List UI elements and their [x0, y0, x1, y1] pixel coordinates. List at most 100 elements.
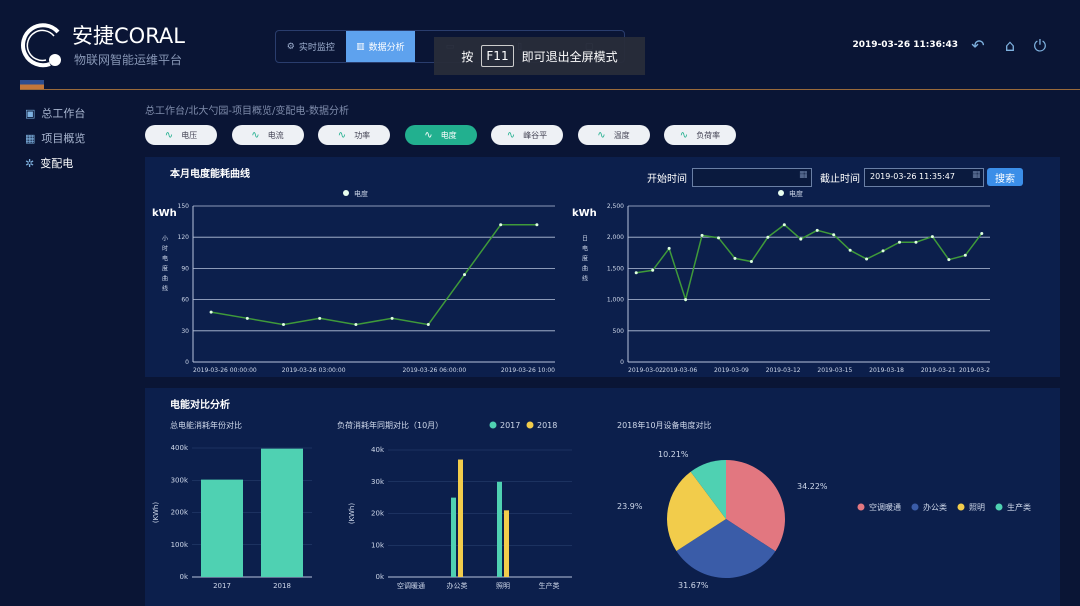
data-point [898, 240, 901, 244]
wave-icon: ∿ [337, 129, 347, 141]
y-tick-label: 0 [620, 359, 624, 366]
x-tick-label: 2019-03-06 [662, 367, 697, 374]
load-bar-chart: 负荷消耗年同期对比（10月） (KWh) 0k 10k 20k 30k 40k 空调暖通 办公类… [337, 420, 572, 590]
start-time-input[interactable] [692, 168, 812, 187]
x-tick-label: 2019-03-18 [869, 367, 904, 374]
y-tick-label: 30 [181, 328, 189, 335]
calendar-icon[interactable]: ▦ [972, 170, 981, 180]
logo-icon [21, 23, 61, 68]
breadcrumb: 总工作台/北大勺园-项目概览/变配电-数据分析 [145, 106, 349, 117]
bar-2018 [504, 510, 509, 577]
x-tick-label: 2019-03-21 [921, 367, 956, 374]
legend-label: 空调暖通 [869, 502, 901, 512]
wave-icon: ∿ [424, 129, 433, 141]
data-point [832, 233, 836, 237]
search-button[interactable]: 搜索 [987, 168, 1023, 186]
x-tick-label: 2019-03-02 [628, 367, 663, 374]
data-point [209, 310, 213, 314]
legend-marker [343, 190, 349, 196]
x-tick-label: 空调暖通 [397, 581, 425, 590]
data-point [499, 223, 503, 227]
legend-label: 2018 [537, 421, 557, 430]
fullscreen-toast: 按 F11 即可退出全屏模式 [434, 37, 645, 75]
tab-4[interactable]: ∿ 峰谷平 [491, 125, 563, 145]
sidebar-item-power[interactable]: ✲ 变配电 [25, 156, 74, 171]
sidebar-item-overview[interactable]: ▦ 项目概览 [25, 131, 86, 146]
bar-2017 [451, 497, 456, 577]
chart-title: 负荷消耗年同期对比（10月） [337, 420, 443, 430]
legend-marker [526, 421, 534, 429]
tower-icon: ✲ [25, 156, 35, 170]
home-icon[interactable]: ⌂ [1004, 36, 1016, 55]
gear-icon: ⚙ [286, 41, 295, 52]
y-tick-label: 60 [181, 297, 189, 304]
legend-marker [489, 421, 497, 429]
legend-marker [995, 503, 1003, 511]
data-point [634, 271, 638, 275]
wave-icon: ∿ [251, 129, 260, 141]
unit-label: kWh [152, 208, 177, 219]
data-point [733, 256, 737, 260]
y-tick-label: 20k [371, 510, 385, 518]
y-tick-label: 100k [171, 541, 189, 549]
panel-title: 电能对比分析 [170, 400, 230, 411]
x-tick-label: 生产类 [539, 581, 560, 590]
sidebar-item-workbench[interactable]: ▣ 总工作台 [25, 106, 86, 121]
datetime: 2019-03-26 11:36:43 [852, 40, 958, 50]
app-subtitle: 物联网智能运维平台 [74, 53, 183, 67]
header-accent [20, 80, 44, 89]
energy-curve-panel [145, 157, 1060, 377]
x-tick-label: 2019-03-09 [714, 367, 749, 374]
data-point [245, 316, 249, 320]
pie-slice [726, 460, 785, 552]
slice-label: 10.21% [658, 450, 689, 459]
tab-0[interactable]: ∿ 电压 [145, 125, 217, 145]
y-tick-label: 2,500 [607, 203, 624, 210]
hourly-energy-chart: kWh 小时电度曲线 电度 0 30 60 90 120 150 2019-03-26 00:00… [152, 189, 555, 374]
nav-data-analysis[interactable]: ▥ 数据分析 [345, 31, 416, 62]
tab-3[interactable]: ∿ 电度 [404, 125, 477, 145]
data-point [980, 231, 984, 235]
data-point [963, 253, 967, 257]
data-point [390, 316, 394, 320]
data-point [717, 236, 720, 240]
end-time-input[interactable]: 2019-03-26 11:35:47 [864, 168, 984, 187]
series-line [636, 223, 983, 303]
y-tick-label: 120 [178, 234, 190, 241]
legend-label: 办公类 [923, 502, 947, 512]
y-tick-label: 0k [179, 573, 188, 581]
x-tick-label: 2019-03-2 [959, 367, 990, 374]
panel-title: 本月电度能耗曲线 [170, 169, 250, 180]
calendar-icon[interactable]: ▦ [799, 170, 808, 180]
bar-chart-icon: ▥ [356, 41, 365, 52]
y-tick-label: 500 [613, 328, 625, 335]
bar-2017 [497, 481, 502, 577]
legend-marker [911, 503, 919, 511]
power-icon[interactable]: ⏻ [1033, 36, 1047, 55]
data-point [881, 249, 885, 253]
tab-5[interactable]: ∿ 温度 [577, 125, 650, 145]
back-icon[interactable]: ↶ [971, 36, 985, 55]
tab-2[interactable]: ∿ 功率 [318, 125, 390, 145]
y-tick-label: 90 [181, 265, 189, 272]
y-axis-label: (KWh) [348, 503, 356, 524]
bar [261, 448, 303, 577]
y-tick-label: 400k [171, 444, 189, 452]
data-point [684, 298, 688, 302]
x-tick-label: 办公类 [447, 581, 468, 590]
tab-6[interactable]: ∿ 负荷率 [664, 125, 736, 145]
x-tick-label: 2019-03-26 03:00:00 [282, 367, 346, 374]
data-point [947, 258, 951, 262]
x-tick-label: 2018 [273, 582, 291, 590]
data-point [667, 246, 671, 250]
data-point [700, 233, 704, 237]
nav-realtime[interactable]: ⚙ 实时监控 [286, 41, 335, 54]
x-tick-label: 2017 [213, 582, 231, 590]
tab-1[interactable]: ∿ 电流 [231, 125, 304, 145]
wave-icon: ∿ [597, 129, 606, 141]
f11-key: F11 [481, 45, 514, 67]
data-point [914, 240, 918, 244]
legend-label: 生产类 [1007, 502, 1031, 512]
end-label: 截止时间 [820, 174, 860, 185]
pie-slice [667, 471, 726, 551]
